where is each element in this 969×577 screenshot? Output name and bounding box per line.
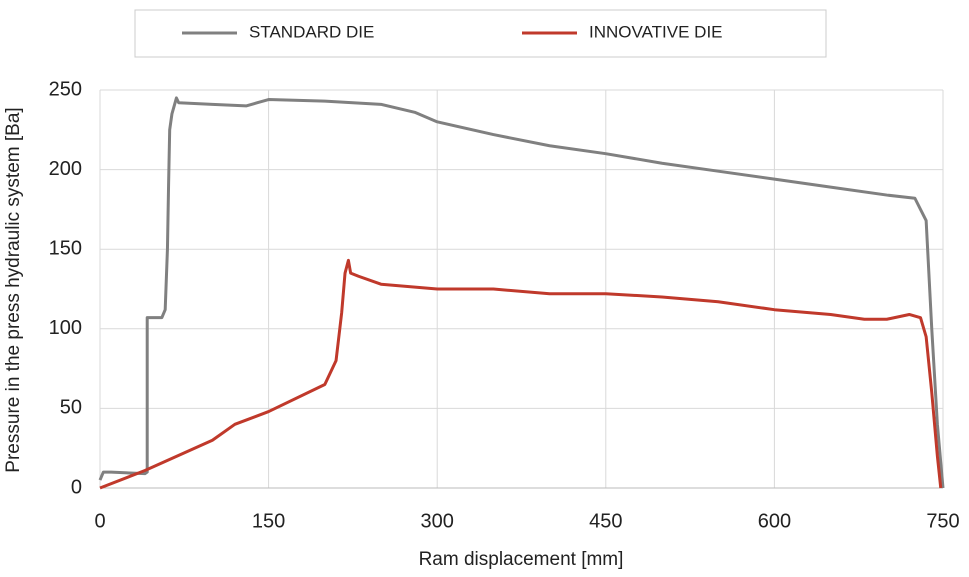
x-tick-label: 0 [94,510,105,532]
legend-box [134,9,827,58]
y-axis-label: Pressure in the press hydraulic system [… [3,107,24,472]
legend-label: INNOVATIVE DIE [589,22,723,41]
y-tick-label: 200 [49,158,82,180]
y-tick-label: 150 [49,237,82,259]
x-tick-label: 600 [758,510,791,532]
x-tick-label: 750 [926,510,959,532]
y-tick-label: 50 [60,397,82,419]
x-tick-label: 150 [252,510,285,532]
y-tick-label: 250 [49,78,82,100]
x-tick-label: 450 [589,510,622,532]
y-tick-label: 0 [71,476,82,498]
data-line [98,96,945,489]
y-tick-label: 100 [49,317,82,339]
x-tick-label: 300 [421,510,454,532]
legend-label: STANDARD DIE [249,22,374,41]
x-axis-label: Ram displacement [mm] [419,549,624,570]
data-line [99,258,943,490]
